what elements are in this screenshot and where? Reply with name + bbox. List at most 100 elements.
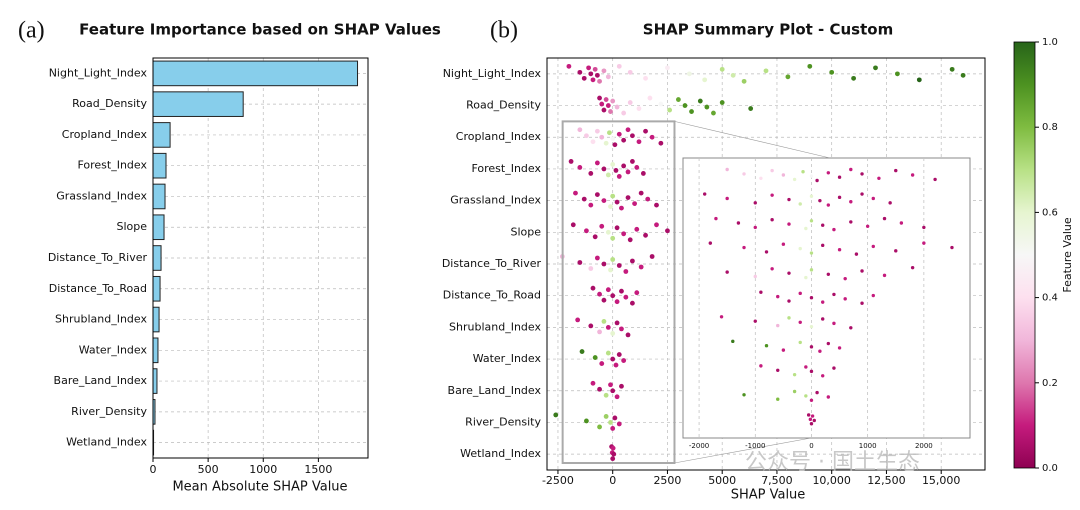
bar	[152, 91, 244, 117]
y-tick-label: Wetland_Index	[66, 436, 147, 449]
dot	[610, 388, 616, 394]
dot	[748, 106, 754, 111]
inset-dot	[894, 168, 898, 173]
inset-dot	[806, 413, 811, 417]
inset-dot	[664, 389, 667, 392]
dot	[599, 361, 605, 366]
inset-tick-label: -1000	[745, 442, 765, 450]
dot	[597, 386, 602, 392]
inset-dot	[837, 175, 842, 179]
inset-dot	[809, 345, 814, 349]
inset-dot	[759, 176, 763, 180]
inset-dot	[818, 198, 822, 203]
y-tick-label: Road_Density	[72, 97, 147, 110]
watermark: 公众号 · 国土生态	[745, 450, 920, 475]
inset-dot	[804, 365, 808, 369]
dot	[590, 139, 596, 145]
dot	[614, 320, 620, 326]
dot	[619, 383, 624, 389]
inset-dot	[849, 167, 853, 172]
y-tick-label: Cropland_Index	[62, 128, 148, 141]
inset-dot	[821, 300, 825, 304]
inset-dot	[804, 394, 808, 398]
dot	[614, 394, 620, 400]
y-tick-label: Distance_To_Road	[49, 282, 147, 295]
plot-frame	[546, 57, 986, 471]
dot	[741, 78, 747, 84]
inset-dot	[809, 422, 814, 426]
dot	[616, 352, 622, 357]
dot	[711, 110, 716, 116]
inset-dot	[809, 296, 814, 300]
inset-dot	[776, 368, 780, 372]
y-tick-label: Cropland_Index	[456, 130, 542, 143]
dot	[601, 261, 607, 267]
inset-dot	[882, 273, 887, 278]
inset-dot	[753, 274, 757, 279]
inset-dot	[798, 246, 802, 251]
y-tick-label: Slope	[116, 220, 147, 233]
dot	[625, 169, 631, 175]
dot	[610, 235, 616, 241]
dot	[634, 226, 640, 232]
inset-dot	[714, 216, 718, 221]
dot	[588, 323, 594, 329]
zoom-box	[561, 120, 676, 464]
inset-dot	[781, 173, 786, 177]
inset-dot	[731, 339, 735, 344]
dot	[588, 171, 594, 176]
colorbar-tick-label: 1.0	[1042, 37, 1058, 48]
dot	[676, 97, 681, 102]
dot	[627, 237, 633, 243]
inset-dot	[860, 192, 864, 196]
dot	[577, 127, 583, 133]
inset-dot	[759, 290, 763, 294]
inset-dot	[725, 270, 729, 274]
dot	[616, 421, 622, 427]
inset-dot	[933, 177, 937, 182]
inset-dot	[821, 223, 825, 227]
dot	[625, 332, 631, 338]
dot	[625, 127, 631, 133]
dot	[630, 258, 635, 264]
y-tick-label: Distance_To_Road	[443, 289, 541, 302]
inset-dot	[860, 269, 864, 273]
x-tick-label: 10,000	[812, 474, 851, 487]
dot	[667, 107, 673, 113]
dot	[763, 68, 769, 74]
inset-dot	[826, 171, 831, 175]
dot	[916, 77, 922, 83]
dot	[616, 174, 622, 179]
y-tick-label: Grassland_Index	[450, 194, 541, 207]
dot	[601, 198, 607, 204]
inset-dot	[708, 241, 713, 245]
inset-dot	[815, 178, 819, 183]
inset-dot	[764, 344, 769, 348]
colorbar	[1013, 41, 1036, 469]
inset-dot	[798, 202, 802, 206]
dot	[599, 223, 605, 229]
inset-dot	[736, 221, 741, 225]
inset-dot	[826, 272, 831, 276]
bar	[152, 337, 159, 364]
bar	[152, 152, 167, 179]
dot	[719, 66, 725, 72]
inset-dot	[809, 194, 814, 198]
plot-frame	[152, 57, 369, 459]
y-tick-label: Road_Density	[466, 99, 541, 112]
y-tick-label: Night_Light_Index	[49, 66, 148, 79]
inset-dot	[776, 397, 780, 401]
inset-dot	[770, 168, 774, 173]
inset-dot	[798, 291, 802, 296]
dot	[590, 77, 596, 83]
inset-dot	[787, 299, 791, 303]
inset-dot	[770, 217, 774, 222]
inset-dot	[826, 341, 831, 346]
inset-dot	[801, 170, 805, 174]
dot	[634, 165, 640, 170]
dot	[612, 142, 618, 148]
y-tick-label: Forest_Index	[77, 159, 147, 172]
dot	[634, 290, 640, 296]
inset-dot	[950, 245, 954, 250]
dot	[581, 75, 587, 81]
